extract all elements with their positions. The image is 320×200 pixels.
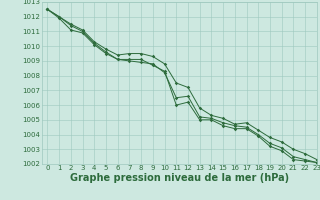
X-axis label: Graphe pression niveau de la mer (hPa): Graphe pression niveau de la mer (hPa) <box>70 173 289 183</box>
